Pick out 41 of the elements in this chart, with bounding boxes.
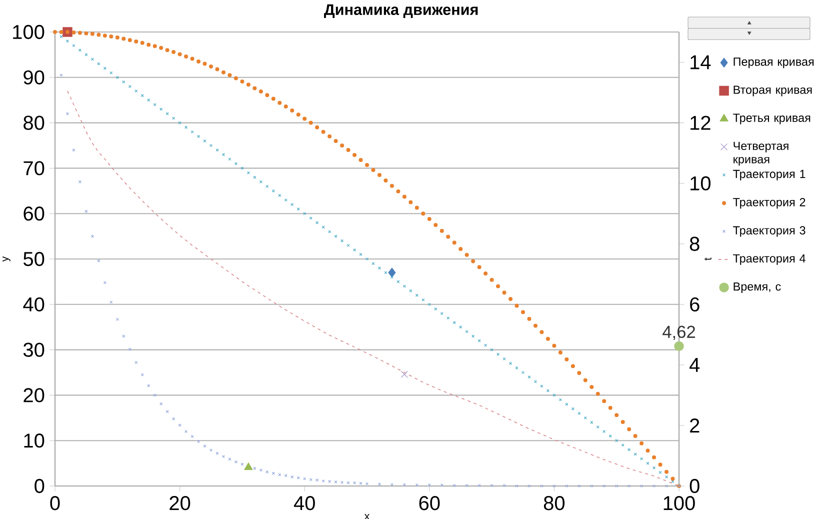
legend-label: Вторая кривая xyxy=(734,86,812,96)
legend-label: Траектория 4 xyxy=(733,254,806,265)
legend-label: Четвертая кривая xyxy=(734,142,788,166)
y-tick-label: 30 xyxy=(23,342,44,357)
chart-title: Динамика движения xyxy=(324,4,478,18)
legend-label: Первая кривая xyxy=(734,58,814,68)
y2-tick-label: 2 xyxy=(690,418,700,432)
point xyxy=(400,370,408,378)
y2-tick-label: 6 xyxy=(690,297,700,312)
y-tick-label: 60 xyxy=(24,206,44,221)
x-tick-label: 20 xyxy=(170,496,190,510)
legend-label: Траектория 3 xyxy=(733,226,806,237)
y-tick-label: 80 xyxy=(24,116,44,130)
y-tick-label: 50 xyxy=(24,252,44,266)
y2-tick-label: 10 xyxy=(690,176,710,190)
y2-tick-label: 12 xyxy=(690,116,710,130)
legend-label: Траектория 2 xyxy=(733,198,806,209)
legend-label: Время, с xyxy=(734,282,781,293)
y-tick-label: 40 xyxy=(23,297,44,312)
y-tick-label: 100 xyxy=(13,24,44,40)
data-label: 4,62 xyxy=(662,326,695,340)
y-tick-label: 20 xyxy=(24,388,44,402)
y2-tick-label: 0 xyxy=(690,478,700,494)
x-tick-label: 60 xyxy=(419,496,440,510)
y-tick-label: 0 xyxy=(34,478,44,494)
y2-tick-label: 14 xyxy=(690,55,711,70)
y-tick-label: 90 xyxy=(24,70,44,84)
point xyxy=(388,268,396,278)
y-tick-label: 70 xyxy=(24,161,44,176)
y-tick-label: 10 xyxy=(24,434,44,448)
x-tick-label: 0 xyxy=(50,496,60,510)
y2-tick-label: 4 xyxy=(690,358,700,372)
y2-tick-label: 8 xyxy=(690,236,700,251)
x-tick-label: 100 xyxy=(664,496,695,510)
y-axis-title: y xyxy=(2,256,10,262)
y2-axis-title: t xyxy=(704,258,712,260)
x-tick-label: 80 xyxy=(544,496,565,510)
legend-label: Траектория 1 xyxy=(733,170,806,180)
point xyxy=(244,462,253,470)
legend-label: Третья кривая xyxy=(733,114,810,124)
x-tick-label: 40 xyxy=(294,496,315,510)
